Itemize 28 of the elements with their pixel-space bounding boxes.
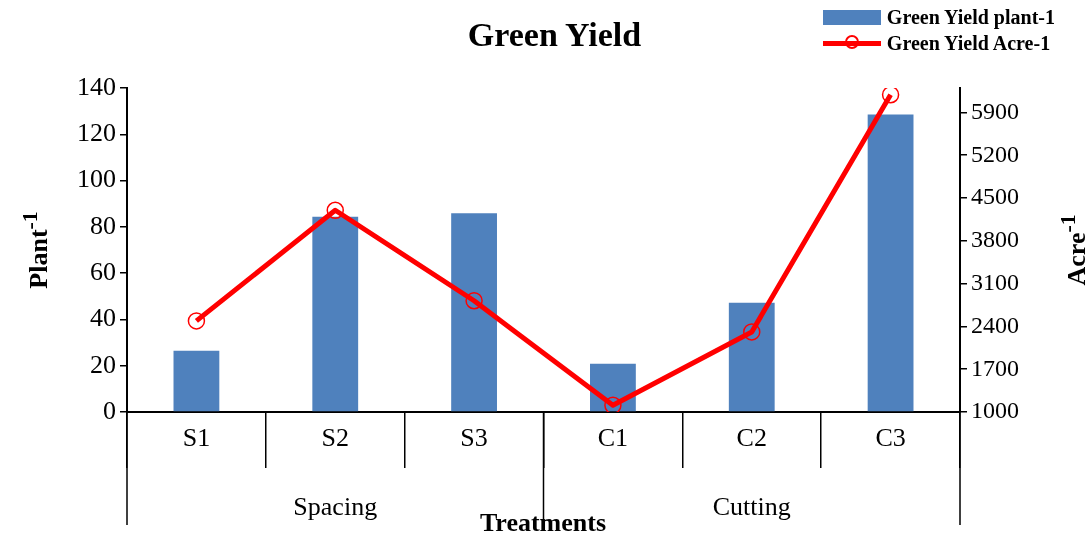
y-tick-label: 20: [90, 349, 116, 379]
x-axis-title: Treatments: [479, 508, 607, 535]
y-tick-label: 60: [90, 256, 116, 286]
y-tick-label: 0: [103, 395, 116, 425]
text: Cutting: [712, 492, 791, 522]
y2-tick-label: 3800: [971, 226, 1019, 253]
y2-tick-label: 4500: [971, 183, 1019, 210]
legend-label: Green Yield plant-1: [886, 5, 1055, 29]
x-tick-label: C1: [597, 423, 629, 453]
legend-label: Green Yield Acre-1: [886, 31, 1051, 55]
x-tick-label: C2: [736, 423, 767, 453]
y-tick-label: 100: [77, 164, 116, 194]
y-tick-label: 120: [77, 118, 116, 148]
y2-tick-label: 2400: [971, 311, 1019, 338]
y2-tick-label: 1700: [971, 354, 1019, 381]
x-tick-label: S1: [182, 423, 211, 453]
y2-tick-label: 1000: [971, 397, 1019, 424]
y-tick-label: 40: [90, 303, 116, 333]
y-tick-label: 140: [77, 71, 116, 101]
x-tick-label: S2: [321, 423, 349, 453]
x-tick-label: S3: [460, 423, 488, 453]
x-tick-label: C3: [875, 423, 906, 453]
chart-title: Green Yield: [467, 16, 642, 53]
text: Spacing: [293, 492, 378, 522]
y-tick-label: 80: [90, 210, 116, 240]
y2-tick-label: 3100: [971, 268, 1019, 295]
y2-tick-label: 5900: [971, 97, 1019, 124]
y2-tick-label: 5200: [971, 140, 1019, 167]
